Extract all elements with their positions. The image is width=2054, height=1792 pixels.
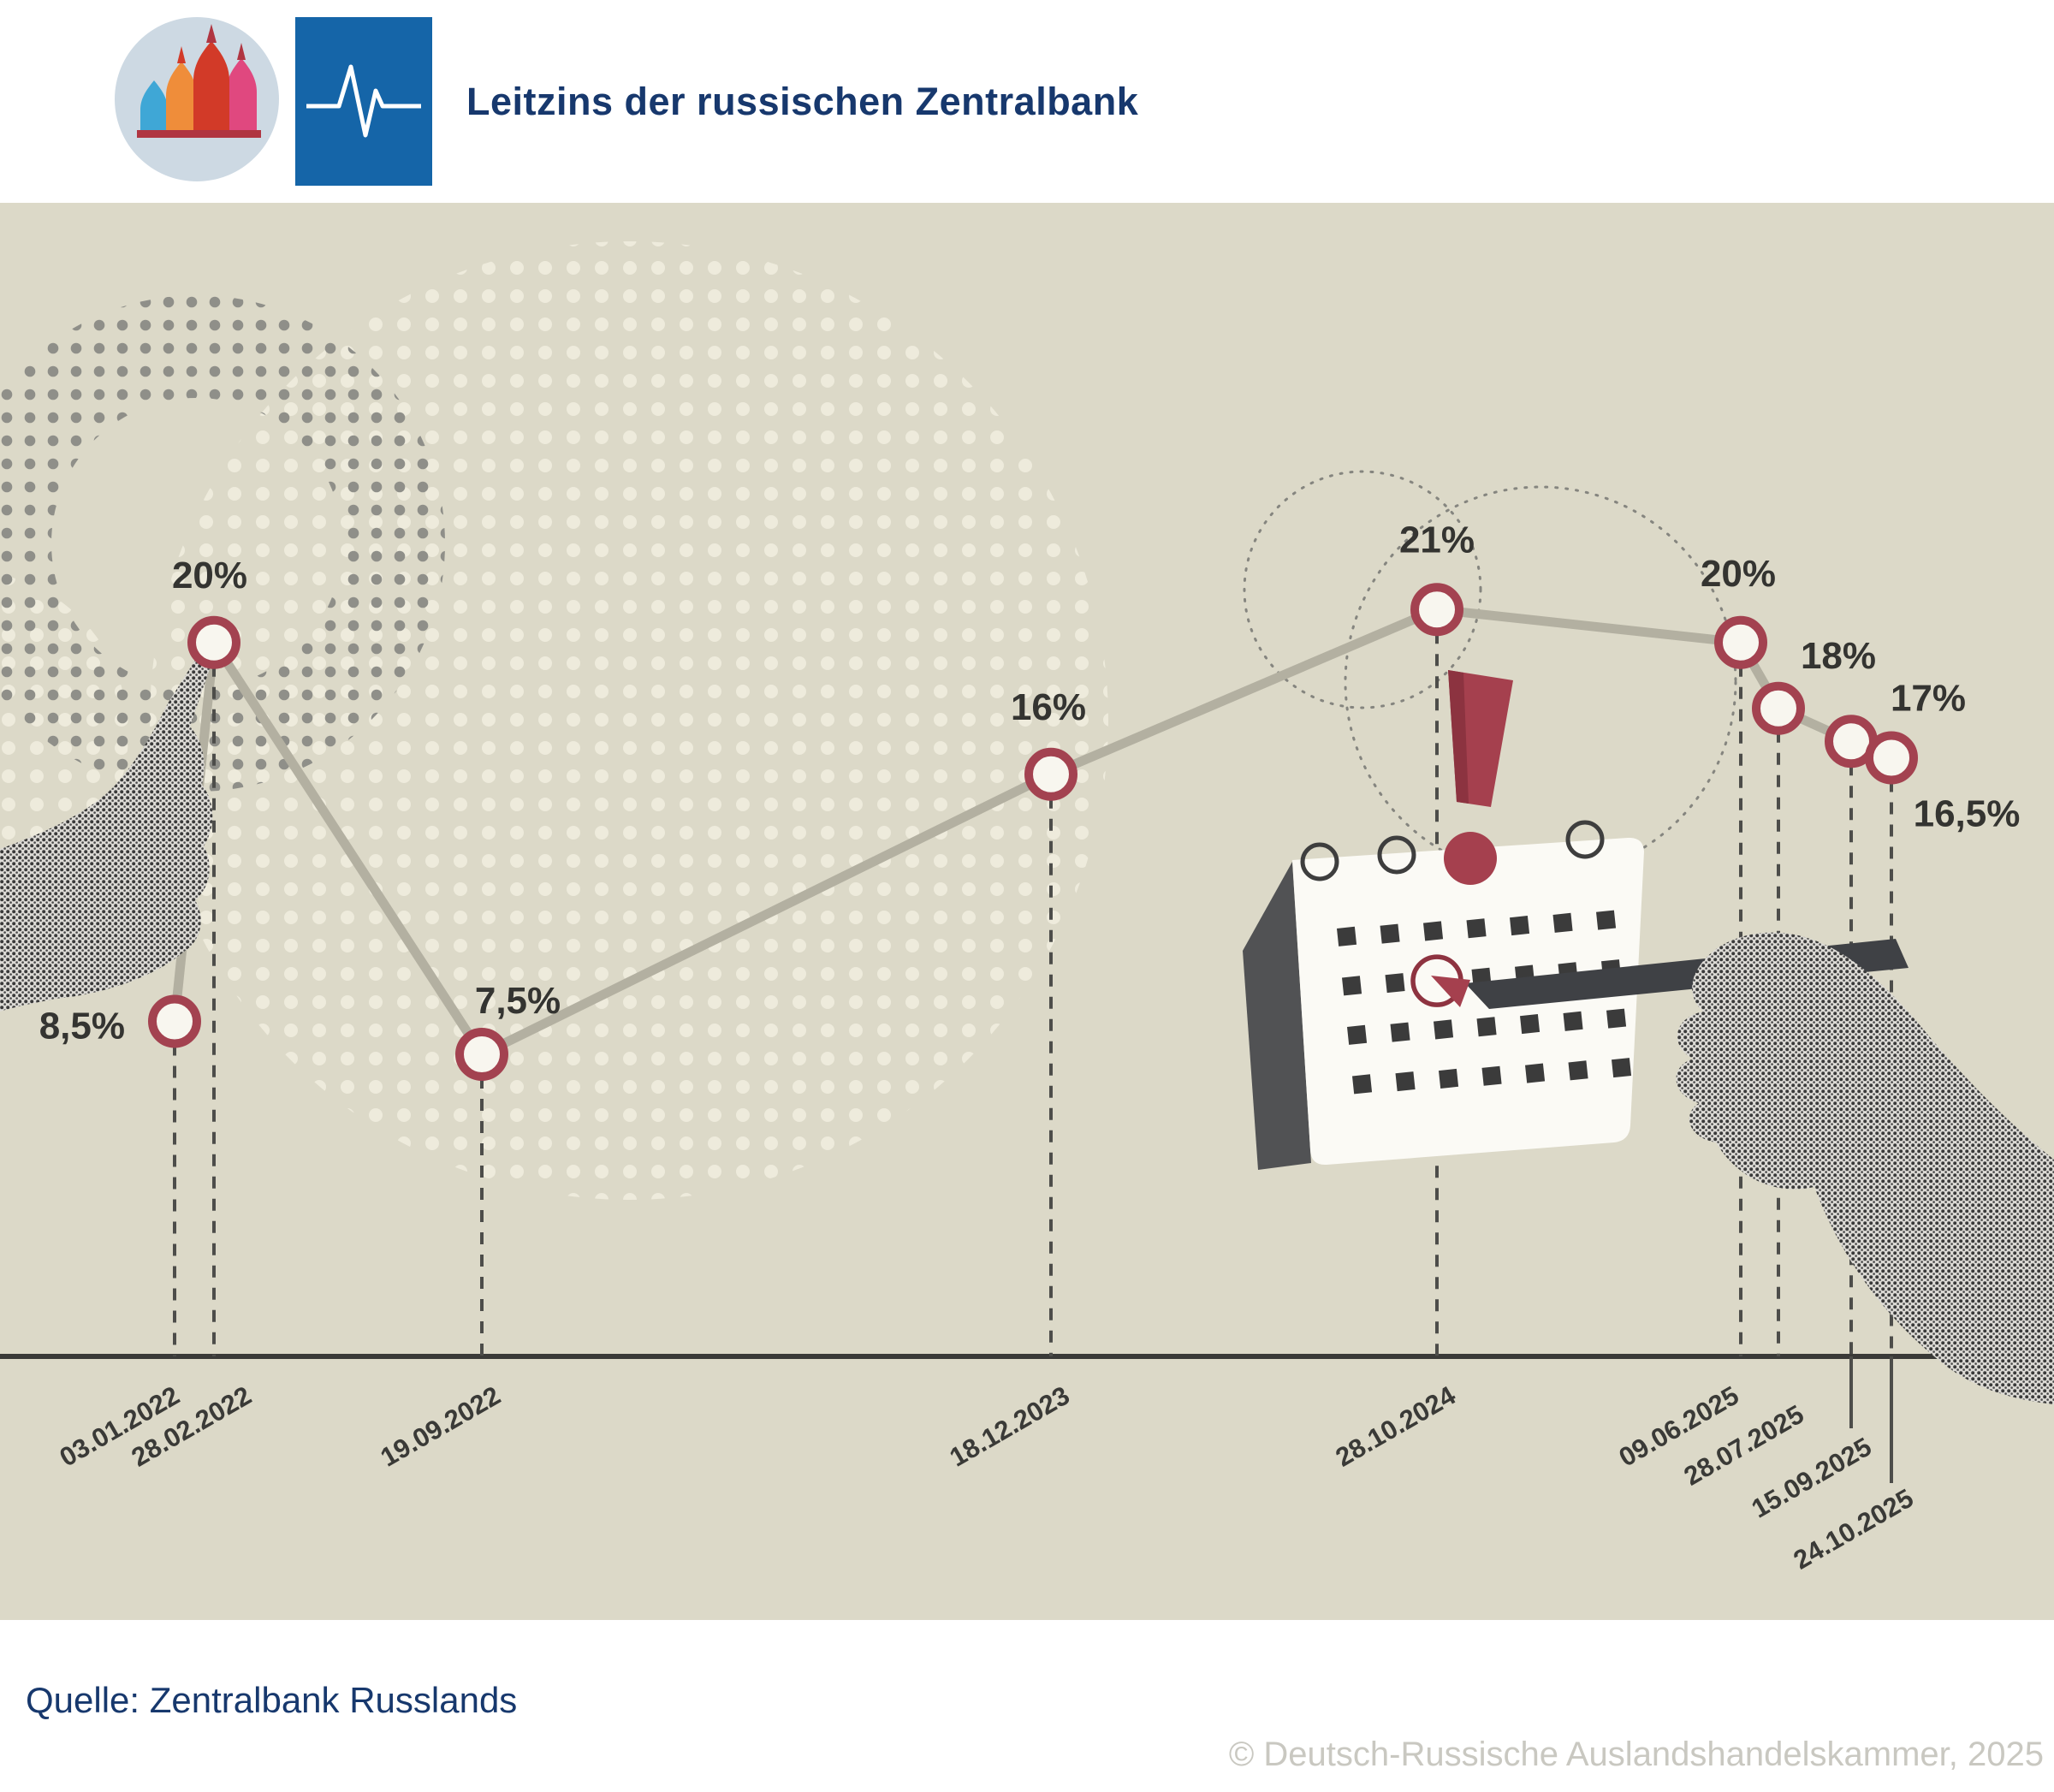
hand-silhouette: [0, 646, 216, 1012]
pointing-hand-illustration: [0, 646, 216, 1012]
exclamation-icon: [1444, 670, 1513, 885]
value-label: 20%: [1701, 553, 1776, 595]
pen-nib-icon: [1431, 976, 1470, 1007]
calendar-side: [1243, 862, 1311, 1170]
logo: [111, 17, 432, 186]
pulse-line-icon: [306, 64, 421, 138]
data-point: [1410, 583, 1463, 637]
copyright-note: © Deutsch-Russische Auslandshandelskamme…: [1228, 1736, 2044, 1773]
data-point: [1752, 681, 1805, 735]
chart-panel: 03.01.2022 28.02.2022 19.09.2022 18.12.2023…: [0, 203, 2054, 1620]
value-label: 7,5%: [475, 980, 561, 1022]
decor-dashed-circle-2: [1344, 485, 1737, 879]
calendar-body: [1292, 837, 1644, 1166]
date-label: 19.09.2022: [376, 1380, 506, 1473]
calendar-rings: [1300, 820, 1605, 881]
date-label: 28.10.2024: [1331, 1380, 1462, 1472]
value-label: 20%: [172, 555, 247, 596]
logo-cathedral-icon: [111, 17, 295, 186]
value-label: 17%: [1891, 677, 1966, 719]
page-title: Leitzins der russischen Zentralbank: [466, 79, 1139, 123]
value-label: 16%: [1011, 686, 1086, 728]
logo-pulse-panel: [295, 17, 432, 186]
decor-dashed-circle-1: [1243, 470, 1482, 709]
writing-hand-illustration: [1431, 932, 2054, 1404]
value-label: 16,5%: [1914, 793, 2021, 835]
chart-points-layer: 8,5% 20% 7,5% 16% 21% 20% 18% 17% 16,5%: [39, 519, 2021, 1081]
logo-graphic: [111, 17, 432, 186]
source-note: Quelle: Zentralbank Russlands: [26, 1680, 518, 1720]
header: Leitzins der russischen Zentralbank: [0, 0, 2054, 203]
hand-silhouette: [1676, 932, 2054, 1404]
value-label: 8,5%: [39, 1006, 125, 1047]
value-label: 21%: [1399, 519, 1475, 561]
data-point: [1024, 747, 1077, 801]
data-point: [187, 615, 240, 669]
data-point: [1714, 615, 1767, 669]
date-label: 18.12.2023: [945, 1380, 1075, 1473]
data-point: [455, 1028, 508, 1081]
value-label: 18%: [1801, 635, 1876, 677]
data-point: [1865, 731, 1918, 785]
data-point: [148, 994, 201, 1048]
